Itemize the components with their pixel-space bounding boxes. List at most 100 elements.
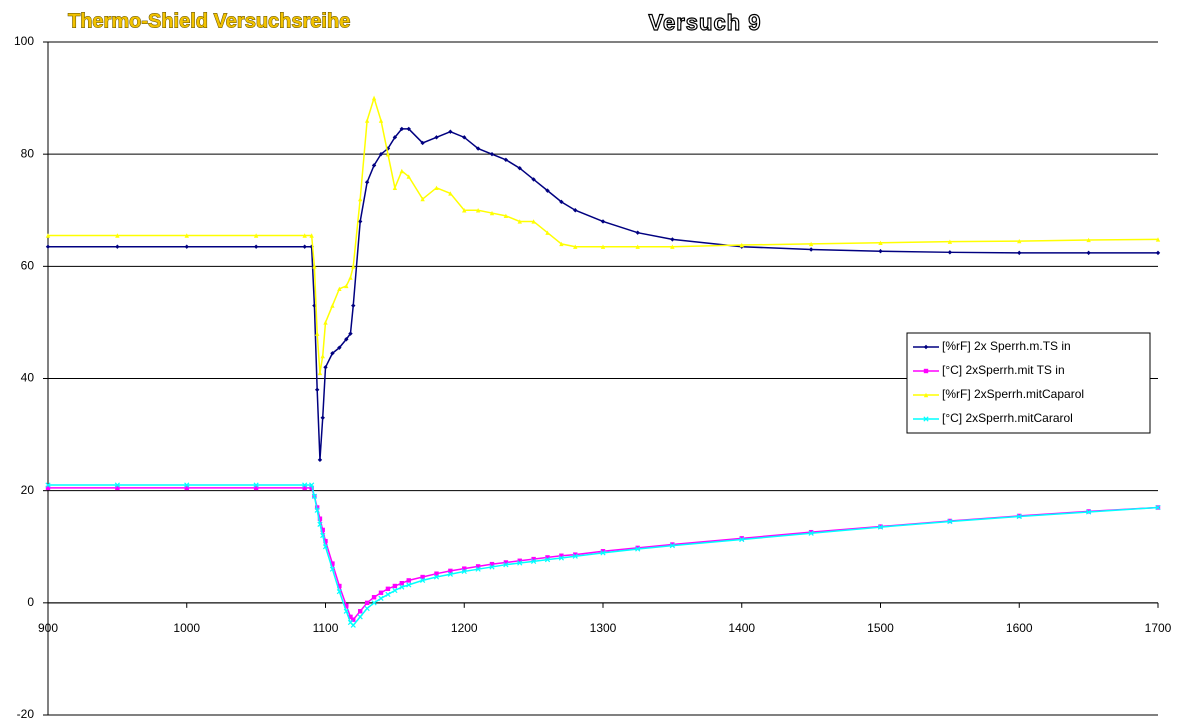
marker <box>317 370 323 376</box>
marker <box>448 129 453 134</box>
marker <box>808 529 814 535</box>
y-tick-label: 60 <box>21 259 35 273</box>
series-line <box>48 487 1159 621</box>
marker <box>115 244 120 249</box>
legend-box <box>906 332 1151 434</box>
marker <box>503 560 509 565</box>
x-tick-label: 1500 <box>867 621 894 635</box>
marker <box>923 392 929 398</box>
marker <box>320 532 326 539</box>
marker <box>420 577 426 584</box>
marker <box>462 208 467 213</box>
marker <box>371 95 377 101</box>
marker <box>558 555 564 561</box>
marker <box>184 485 189 491</box>
marker <box>371 163 377 168</box>
legend-label: [%rF] 2xSperrh.mitCaparol <box>942 387 1084 401</box>
marker <box>330 351 335 356</box>
marker <box>475 146 481 151</box>
marker <box>739 536 744 541</box>
marker <box>115 485 120 491</box>
marker <box>351 617 356 622</box>
marker <box>461 568 467 575</box>
marker <box>45 482 51 488</box>
marker <box>531 558 537 564</box>
series-line <box>48 95 1159 374</box>
legend-label: [°C] 2xSperrh.mit TS in <box>942 363 1065 377</box>
marker <box>45 244 51 249</box>
marker <box>923 344 929 350</box>
series-line <box>48 128 1158 460</box>
marker <box>343 608 349 614</box>
marker <box>878 248 883 254</box>
marker <box>559 553 564 558</box>
marker <box>808 530 814 536</box>
marker <box>600 550 606 556</box>
marker <box>45 233 51 238</box>
marker <box>302 244 307 249</box>
marker <box>559 199 564 205</box>
x-tick-label: 1100 <box>313 621 339 635</box>
marker <box>309 244 314 249</box>
marker <box>344 337 349 342</box>
legend: [%rF] 2x Sperrh.m.TS in [°C] 2xSperrh.mit… <box>906 332 1151 434</box>
marker <box>399 584 405 590</box>
marker <box>669 543 675 549</box>
marker <box>253 244 259 249</box>
marker <box>253 233 259 238</box>
marker <box>739 536 745 543</box>
marker <box>447 571 453 577</box>
y-tick-label: 80 <box>21 146 35 160</box>
marker <box>312 264 317 269</box>
marker <box>420 196 425 202</box>
marker <box>323 320 328 325</box>
marker <box>330 561 335 566</box>
x-tick-label: 1600 <box>1006 621 1033 635</box>
marker <box>336 588 342 595</box>
marker <box>253 485 259 491</box>
x-tick-label: 1000 <box>173 621 200 635</box>
marker <box>878 240 883 245</box>
marker <box>351 303 356 308</box>
marker <box>489 561 495 567</box>
marker <box>385 591 391 598</box>
marker <box>1155 237 1161 242</box>
marker <box>399 126 405 132</box>
marker <box>573 552 578 557</box>
marker <box>364 180 370 185</box>
marker <box>309 233 314 238</box>
marker <box>545 188 550 193</box>
marker <box>545 230 550 235</box>
y-tick-label: 0 <box>27 595 34 609</box>
x-tick-label: 1300 <box>590 621 617 635</box>
marker <box>462 566 467 571</box>
marker <box>670 244 675 249</box>
marker <box>302 485 307 491</box>
marker <box>475 208 481 213</box>
marker <box>302 482 308 488</box>
marker <box>317 521 323 527</box>
marker <box>434 571 439 576</box>
marker <box>184 244 189 249</box>
marker <box>364 600 370 606</box>
marker <box>378 590 384 595</box>
marker <box>385 586 391 592</box>
marker <box>344 603 349 608</box>
x-tick-label: 1200 <box>451 621 478 635</box>
marker <box>337 583 342 589</box>
marker <box>531 219 536 224</box>
marker <box>448 191 453 196</box>
marker <box>489 564 495 570</box>
marker <box>406 126 411 132</box>
marker <box>357 196 363 202</box>
marker <box>314 331 320 336</box>
marker <box>808 247 814 252</box>
marker <box>434 185 439 191</box>
marker <box>503 213 509 219</box>
marker <box>475 566 481 572</box>
marker <box>635 244 640 249</box>
marker <box>923 368 929 374</box>
marker <box>322 544 329 550</box>
marker <box>489 151 495 157</box>
marker <box>1017 238 1022 244</box>
